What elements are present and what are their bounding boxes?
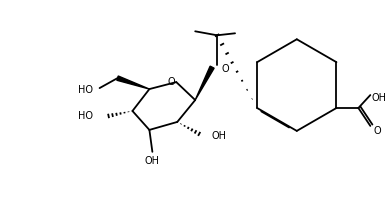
- Text: O: O: [221, 64, 229, 74]
- Text: OH: OH: [371, 93, 386, 103]
- Text: O: O: [373, 126, 381, 136]
- Polygon shape: [117, 76, 149, 89]
- Text: O: O: [168, 77, 175, 87]
- Text: OH: OH: [145, 156, 160, 166]
- Text: HO: HO: [78, 85, 93, 95]
- Polygon shape: [195, 66, 214, 100]
- Text: OH: OH: [211, 131, 226, 141]
- Text: HO: HO: [78, 111, 93, 121]
